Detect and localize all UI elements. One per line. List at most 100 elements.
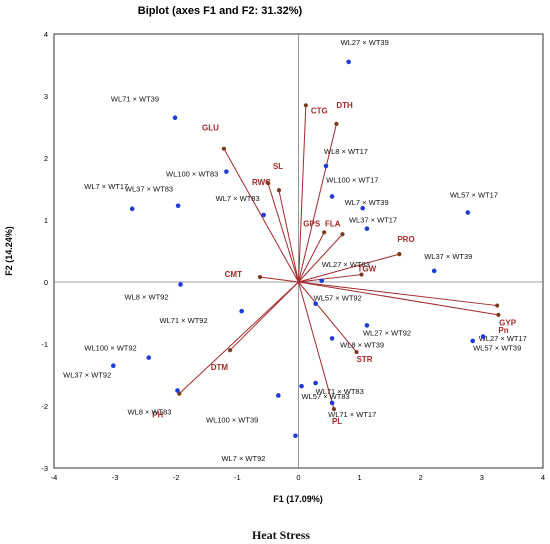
observation-label: WL8 × WT17 bbox=[324, 147, 368, 156]
observation-point bbox=[224, 169, 229, 174]
variable-label-fla: FLA bbox=[325, 219, 341, 228]
observation-point bbox=[329, 194, 335, 199]
x-axis-title: F1 (17.09%) bbox=[273, 494, 323, 504]
observation-point bbox=[172, 115, 178, 120]
observation-point bbox=[261, 212, 266, 218]
variable-point-cmt bbox=[257, 274, 263, 280]
observation-label: WL100 × WT39 bbox=[206, 415, 258, 424]
observation-point bbox=[470, 338, 476, 344]
observation-label: WL37 × WT39 bbox=[424, 252, 472, 261]
variable-point-pn bbox=[496, 312, 501, 317]
observation-point bbox=[175, 203, 181, 209]
variable-label-glu: GLU bbox=[202, 124, 219, 133]
observation-label: WL7 × WT17 bbox=[84, 182, 128, 191]
observation-label: WL27 × WT92 bbox=[363, 328, 411, 337]
variable-label-dtm: DTM bbox=[211, 363, 229, 372]
variable-point-fla bbox=[340, 232, 345, 237]
observation-label: WL7 × WT92 bbox=[221, 454, 265, 463]
observation-label: WL100 × WT17 bbox=[326, 175, 378, 184]
variable-point-pro bbox=[397, 252, 402, 257]
x-tick-label: 0 bbox=[296, 473, 300, 482]
y-tick-label: 4 bbox=[44, 30, 48, 39]
variable-point-ctg bbox=[303, 103, 308, 108]
observation-label: WL71 × WT39 bbox=[111, 95, 159, 104]
variable-label-pl: PL bbox=[332, 417, 342, 426]
observation-label: WL57 × WT17 bbox=[450, 191, 498, 200]
variable-point-gyp bbox=[495, 303, 500, 308]
observation-label: WL7 × WT39 bbox=[345, 198, 389, 207]
variable-point-gps bbox=[322, 230, 327, 235]
observation-label: WL57 × WT92 bbox=[314, 294, 362, 303]
observation-label: WL8 × WT92 bbox=[125, 292, 169, 301]
observation-point bbox=[431, 268, 437, 274]
observation-label: WL37 × WT17 bbox=[349, 216, 397, 225]
observation-point bbox=[364, 323, 370, 328]
observation-label: WL27 × WT83 bbox=[322, 260, 370, 269]
observation-label: WL57 × WT39 bbox=[473, 344, 521, 353]
observation-label: WL8 × WT39 bbox=[340, 340, 384, 349]
observation-label: WL37 × WT92 bbox=[63, 371, 111, 380]
observation-point bbox=[239, 308, 244, 314]
observation-label: WL100 × WT83 bbox=[166, 170, 218, 179]
observation-point bbox=[465, 210, 471, 215]
variable-label-dth: DTH bbox=[336, 101, 353, 110]
variable-label-pro: PRO bbox=[397, 235, 414, 244]
variable-vector-str bbox=[298, 281, 357, 353]
y-tick-label: -2 bbox=[41, 402, 48, 411]
observation-point bbox=[146, 355, 152, 360]
x-tick-label: 1 bbox=[358, 473, 362, 482]
x-tick-label: 4 bbox=[541, 473, 545, 482]
observation-point bbox=[299, 383, 304, 389]
variable-label-sl: SL bbox=[273, 162, 283, 171]
observation-point bbox=[129, 206, 135, 212]
variable-vector-pl bbox=[298, 281, 335, 410]
variable-vector-pro bbox=[298, 253, 400, 283]
observation-label: WL71 × WT17 bbox=[328, 410, 376, 419]
variable-label-str: STR bbox=[357, 355, 373, 364]
observation-point bbox=[323, 163, 329, 169]
variable-point-dtm bbox=[227, 348, 233, 353]
variable-vector-ctg bbox=[298, 105, 307, 283]
variable-label-pn: Pn bbox=[498, 326, 508, 335]
variable-label-rwc: RWC bbox=[252, 178, 271, 187]
y-tick-label: 1 bbox=[44, 216, 48, 225]
observation-point bbox=[480, 334, 486, 339]
x-tick-label: -4 bbox=[51, 473, 58, 482]
variable-label-ctg: CTG bbox=[311, 106, 328, 115]
observation-point bbox=[319, 278, 325, 284]
variable-label-tgw: TGW bbox=[357, 265, 376, 274]
y-tick-label: 0 bbox=[44, 278, 48, 287]
observation-point bbox=[360, 205, 365, 211]
y-tick-label: -1 bbox=[41, 340, 48, 349]
variable-point-tgw bbox=[359, 272, 364, 277]
observation-point bbox=[276, 393, 281, 398]
observation-points: WL27 × WT39 WL71 × WT39 WL100 × WT83 WL8 × … bbox=[63, 38, 527, 463]
observation-point bbox=[313, 301, 318, 307]
x-tick-label: 3 bbox=[480, 473, 484, 482]
observation-point bbox=[364, 226, 370, 231]
variable-label-ph: PH bbox=[152, 411, 163, 420]
variable-vector-ph bbox=[178, 281, 299, 394]
observation-point bbox=[178, 282, 183, 287]
observation-label: WL100 × WT92 bbox=[84, 344, 136, 353]
x-tick-label: -1 bbox=[234, 473, 241, 482]
x-tick-label: -2 bbox=[173, 473, 180, 482]
variable-label-gps: GPS bbox=[303, 219, 321, 228]
observation-label: WL71 × WT83 bbox=[316, 387, 364, 396]
observation-label: WL27 × WT17 bbox=[479, 334, 527, 343]
variable-vector-cmt bbox=[259, 276, 299, 283]
observation-point bbox=[175, 388, 180, 393]
observation-point bbox=[346, 59, 351, 65]
y-tick-label: 2 bbox=[44, 154, 48, 163]
observation-point bbox=[313, 380, 318, 386]
observation-point bbox=[293, 433, 298, 439]
variable-point-sl bbox=[265, 180, 271, 185]
variable-vector-gps bbox=[298, 232, 325, 283]
x-tick-label: -3 bbox=[112, 473, 119, 482]
observation-label: WL71 × WT92 bbox=[159, 316, 207, 325]
x-tick-label: 2 bbox=[419, 473, 423, 482]
variable-label-cmt: CMT bbox=[225, 270, 242, 279]
observation-label: WL7 × WT83 bbox=[216, 194, 260, 203]
